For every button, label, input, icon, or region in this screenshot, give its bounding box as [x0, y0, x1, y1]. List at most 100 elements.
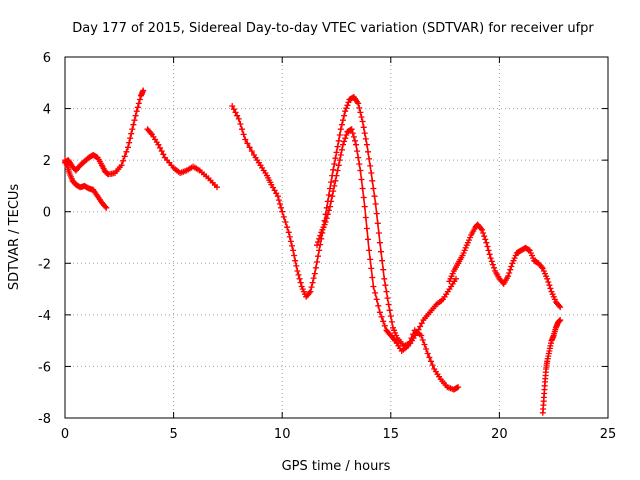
data-point — [331, 161, 338, 167]
data-point — [336, 157, 343, 164]
data-point — [334, 143, 341, 150]
data-point — [338, 121, 345, 128]
x-tick-label: 0 — [61, 427, 69, 442]
data-point — [375, 230, 382, 236]
data-point — [312, 264, 319, 271]
data-point — [345, 99, 352, 106]
data-point — [330, 188, 337, 195]
data-point — [132, 112, 139, 119]
data-point — [408, 335, 415, 342]
data-point — [278, 204, 285, 211]
data-point — [362, 135, 369, 142]
data-point — [491, 264, 497, 271]
data-point — [342, 135, 349, 142]
series-arc-2 — [62, 157, 110, 211]
data-point — [120, 157, 127, 164]
data-point — [506, 270, 513, 276]
data-point — [387, 313, 394, 320]
data-point — [328, 198, 335, 205]
y-tick-label: 2 — [43, 154, 51, 169]
data-point — [232, 109, 239, 116]
data-point — [358, 176, 365, 183]
data-point — [308, 284, 315, 291]
data-point — [359, 185, 366, 192]
data-point — [135, 100, 142, 107]
series-trace — [231, 96, 457, 347]
data-point — [314, 259, 320, 265]
data-point — [350, 133, 357, 140]
data-point — [380, 318, 387, 325]
data-point — [376, 309, 383, 316]
data-point — [507, 266, 514, 273]
data-point — [314, 242, 320, 249]
data-point — [373, 210, 380, 217]
data-point — [242, 136, 249, 143]
data-point — [160, 151, 167, 158]
data-point — [357, 167, 364, 174]
data-point — [322, 219, 329, 225]
data-point — [316, 247, 323, 254]
data-point — [372, 289, 379, 296]
series-arc-4 — [229, 94, 459, 349]
y-axis-label: SDTVAR / TECUs — [7, 184, 22, 291]
data-point — [481, 233, 488, 240]
x-tick-label: 15 — [383, 427, 400, 442]
data-point — [315, 253, 321, 260]
data-point — [286, 233, 293, 240]
data-point — [355, 100, 362, 107]
y-tick-label: 0 — [43, 206, 51, 221]
data-point — [362, 214, 369, 221]
data-point — [419, 337, 426, 343]
data-point — [482, 236, 489, 243]
data-point — [331, 182, 338, 189]
data-point — [383, 288, 390, 295]
data-point — [418, 320, 425, 327]
data-point — [131, 117, 138, 124]
data-point — [369, 177, 376, 184]
data-point — [289, 242, 295, 249]
data-point — [341, 138, 348, 145]
data-point — [284, 224, 291, 231]
data-point — [130, 121, 137, 128]
data-point — [335, 137, 342, 144]
data-point — [290, 247, 297, 254]
data-point — [371, 193, 378, 200]
data-point — [332, 177, 339, 184]
data-point — [505, 273, 512, 280]
data-point — [294, 268, 301, 274]
data-point — [244, 140, 251, 147]
data-point — [366, 155, 373, 162]
data-point — [378, 313, 385, 320]
data-point — [363, 225, 370, 232]
data-point — [246, 144, 253, 151]
data-point — [424, 350, 431, 357]
data-point — [121, 153, 128, 160]
data-point — [547, 285, 554, 292]
data-point — [125, 144, 131, 151]
data-point — [368, 170, 375, 176]
data-point — [421, 341, 428, 348]
data-point — [126, 139, 133, 146]
data-point — [234, 112, 241, 119]
y-tick-label: 4 — [43, 103, 51, 118]
data-point — [332, 155, 339, 162]
data-point — [489, 261, 496, 268]
data-point — [357, 109, 364, 116]
data-point — [341, 112, 348, 119]
data-point — [277, 201, 283, 207]
data-point — [360, 124, 367, 131]
data-point — [388, 318, 395, 325]
data-point — [296, 275, 303, 282]
data-point — [374, 220, 381, 227]
data-point — [329, 193, 336, 200]
data-point — [327, 203, 333, 210]
data-point — [315, 239, 321, 245]
data-point — [155, 141, 162, 148]
data-point — [372, 201, 379, 207]
x-tick-label: 5 — [169, 427, 177, 442]
data-point — [134, 104, 141, 111]
data-point — [309, 279, 316, 286]
series-arc-3 — [144, 126, 220, 191]
y-tick-label: 6 — [43, 51, 51, 66]
data-point — [325, 207, 332, 214]
